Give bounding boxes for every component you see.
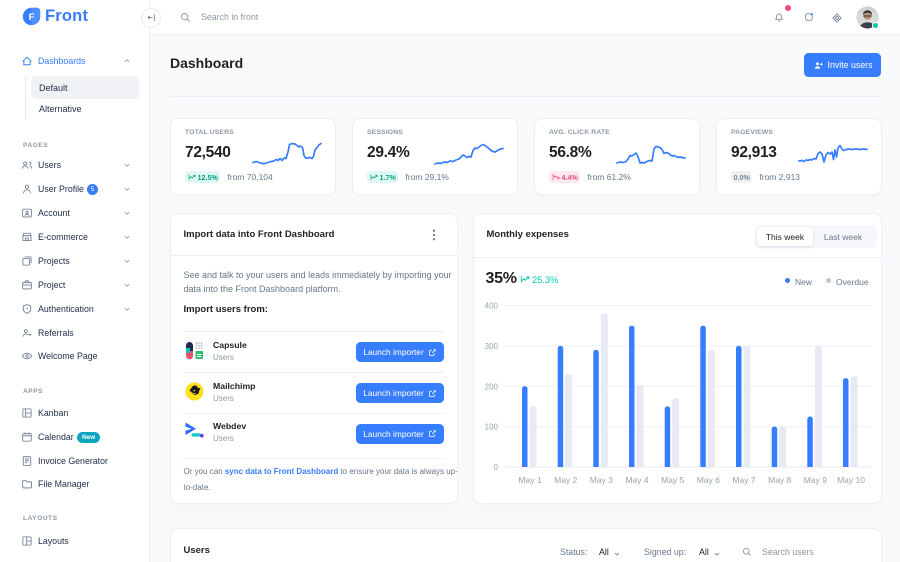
svg-text:May 7: May 7	[732, 475, 755, 485]
svg-text:200: 200	[485, 382, 499, 391]
svg-text:May 9: May 9	[804, 475, 827, 485]
svg-text:300: 300	[485, 342, 499, 351]
svg-text:0: 0	[494, 463, 499, 472]
svg-text:May 10: May 10	[837, 475, 865, 485]
svg-text:May 3: May 3	[590, 475, 613, 485]
svg-text:F: F	[29, 12, 35, 23]
svg-text:400: 400	[485, 302, 499, 311]
svg-text:May 8: May 8	[768, 475, 791, 485]
svg-text:May 6: May 6	[697, 475, 720, 485]
svg-text:100: 100	[485, 423, 499, 432]
svg-text:May 5: May 5	[661, 475, 684, 485]
svg-text:May 2: May 2	[554, 475, 577, 485]
svg-text:May 1: May 1	[518, 475, 541, 485]
svg-text:May 4: May 4	[625, 475, 648, 485]
